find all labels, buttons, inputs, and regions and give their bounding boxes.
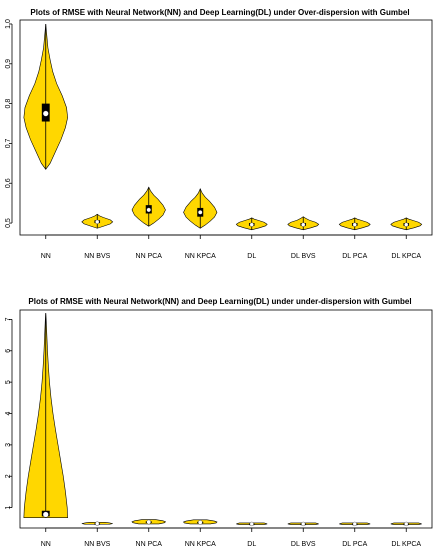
violins [23,23,423,231]
violin-median [301,521,306,527]
y-tick-label: 0.7 [5,138,12,148]
violin-median [146,207,152,213]
y-axis: 1 2 3 4 5 6 7 [5,317,13,510]
y-tick-label: 4 [5,411,12,415]
violin-dl-pca [338,217,371,231]
violin-nn-bvs [81,521,113,526]
violins [23,313,422,527]
x-tick-label: DL [247,541,256,548]
x-tick-label: DL PCA [342,253,367,260]
x-tick-label: DL BVS [291,541,316,548]
violin-nn [23,23,68,170]
violin-median [404,521,409,527]
violin-nn-kpca [183,188,218,229]
x-tick-label: NN PCA [136,541,163,548]
violin-median [352,521,357,527]
y-tick-label: 7 [5,317,12,321]
violin-dl [236,521,268,527]
plot-frame [19,309,433,529]
y-axis: 0.5 0.6 0.7 0.8 0.9 1.0 [5,19,13,228]
chart-title: Plots of RMSE with Neural Network(NN) an… [28,297,411,306]
y-tick-label: 3 [5,443,12,447]
y-tick-label: 1 [5,506,12,510]
x-tick-label: NN BVS [84,541,110,548]
chart-panel-over-dispersion: Plots of RMSE with Neural Network(NN) an… [5,8,433,260]
violin-nn-kpca [182,519,218,525]
violin-median [95,521,100,526]
x-axis: NN NN BVS NN PCA NN KPCA DL DL BVS DL PCA DL KP… [41,234,421,260]
violin-median [249,521,254,527]
violin-median [42,511,49,518]
y-tick-label: 0.8 [5,99,12,109]
y-tick-label: 0.9 [5,59,12,69]
chart-panel-under-dispersion: Plots of RMSE with Neural Network(NN) an… [5,297,433,548]
y-tick-label: 1.0 [5,19,12,29]
violin-dl [235,217,268,231]
plot-frame [19,19,433,236]
x-axis: NN NN BVS NN PCA NN KPCA DL DL BVS DL PCA DL KP… [41,527,421,548]
violin-median [95,219,100,224]
violin-dl-bvs [287,216,320,231]
x-tick-label: NN [41,541,51,548]
x-tick-label: NN [41,253,51,260]
violin-median [197,210,203,215]
violin-nn-pca [131,519,167,525]
violin-median [404,222,409,227]
violin-median [249,222,254,227]
y-tick-label: 0.6 [5,178,12,188]
violin-median [352,222,357,227]
x-tick-label: NN KPCA [185,541,216,548]
x-tick-label: DL PCA [342,541,367,548]
y-tick-label: 2 [5,474,12,478]
x-tick-label: DL BVS [291,253,316,260]
violin-nn [23,313,68,518]
x-tick-label: DL KPCA [391,541,421,548]
y-tick-label: 5 [5,380,12,384]
x-tick-label: DL KPCA [391,253,421,260]
violin-median [197,520,203,525]
x-tick-label: NN KPCA [185,253,216,260]
violin-nn-pca [131,186,166,227]
violin-median [301,222,306,227]
violin-median [146,519,152,525]
violin-dl-pca [339,521,371,527]
violin-median [42,110,49,117]
violin-nn-bvs [81,213,114,229]
violin-dl-bvs [287,521,319,527]
x-tick-label: DL [247,253,256,260]
x-tick-label: NN PCA [136,253,163,260]
chart-title: Plots of RMSE with Neural Network(NN) an… [30,8,409,17]
y-tick-label: 6 [5,349,12,353]
violin-dl-kpca [390,217,423,231]
y-tick-label: 0.5 [5,218,12,228]
violin-dl-kpca [390,521,422,527]
x-tick-label: NN BVS [84,253,110,260]
